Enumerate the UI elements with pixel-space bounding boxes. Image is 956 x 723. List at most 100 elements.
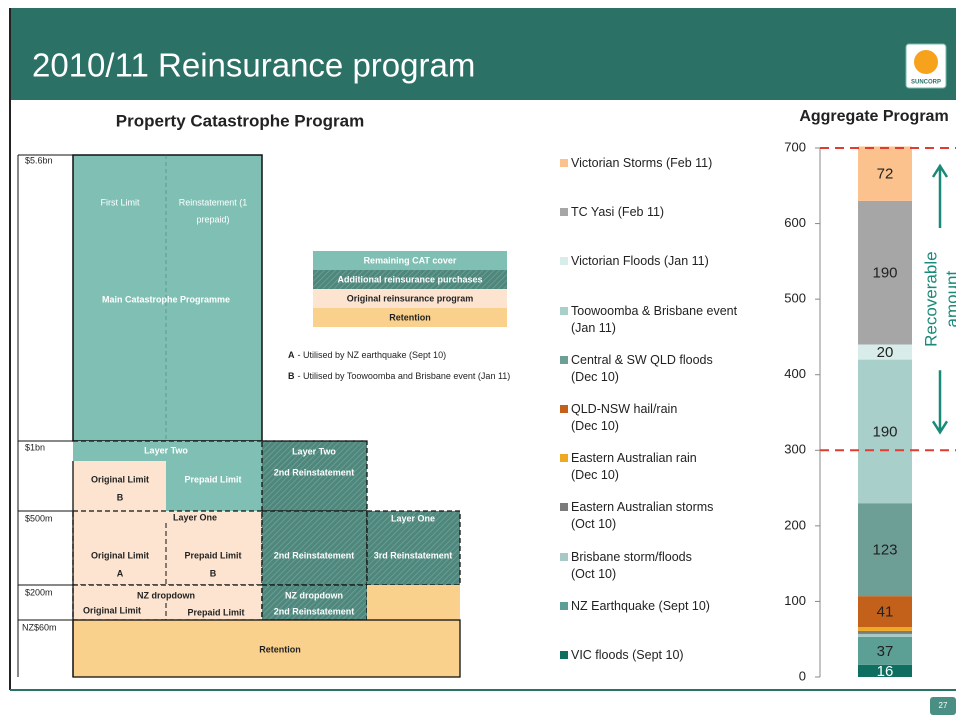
legend-label: Eastern Australian storms (Oct 10) [571,500,714,532]
diagram-label: Prepaid Limit [184,550,241,560]
legend-label: Victorian Floods (Jan 11) [571,254,709,269]
legend-swatch [560,208,568,217]
bar-segment [858,503,912,597]
note: A- Utilised by NZ earthquake (Sept 10) [288,350,446,360]
diagram-label: Layer Two [292,446,336,456]
diagram-label: Retention [389,312,431,322]
diagram-label: Main Catastrophe Programme [102,294,230,304]
diagram-label: NZ dropdown [137,590,195,600]
bar-segment [858,200,912,345]
annotation: amount [942,271,956,328]
bar-segment [858,146,912,201]
arrow [931,163,949,228]
diagram-label: Layer Two [144,445,188,455]
y-tick-label: 500 [784,291,806,306]
diagram-label: prepaid) [196,214,229,224]
legend-swatch [560,306,568,315]
value-label: 37 [877,643,894,660]
additional-cover [366,510,461,586]
key-swatch [313,270,507,289]
diagram-label: 2nd Reinstatement [274,606,355,616]
title-band [10,8,956,100]
retention-box [72,619,461,678]
legend-swatch [560,257,568,266]
legend-label: Toowoomba & Brisbane event (Jan 11) [571,303,738,335]
value-label: 123 [872,542,897,559]
retention-box [367,585,460,620]
bar-segment [858,636,912,665]
bar-segment [858,627,912,631]
diagram-label: Layer One [173,512,217,522]
slide-title: 2010/11 Reinsurance program [32,47,475,84]
value-label: 16 [877,663,894,680]
diagram-label: Remaining CAT cover [364,255,457,265]
value-label: 190 [872,265,897,282]
diagram-label: Original Limit [91,474,149,484]
diagram-label: 2nd Reinstatement [274,467,355,477]
annotation: Recoverable [921,251,940,346]
key-swatch [313,251,507,270]
value-label: 41 [877,604,894,621]
bar-segment [858,630,912,634]
y-tick-label: 600 [784,215,806,230]
chart-title: Aggregate Program [799,108,948,125]
diagram-label: Additional reinsurance purchases [337,274,482,284]
key-swatch [313,308,507,327]
diagram-label: $5.6bn [25,155,53,165]
note: B- Utilised by Toowoomba and Brisbane ev… [288,371,510,381]
diagram-label: NZ dropdown [285,590,343,600]
diagram-label: B [210,568,217,578]
additional-cover [261,510,368,586]
original-limit [73,461,166,511]
legend-label: NZ Earthquake (Sept 10) [571,598,710,613]
logo-text: SUNCORP [911,80,941,86]
diagram-label: 2nd Reinstatement [274,550,355,560]
legend-swatch [560,552,568,561]
diagram-label: First Limit [101,197,140,207]
legend-swatch [560,355,568,364]
value-label: 190 [872,423,897,440]
y-tick-label: 300 [784,442,806,457]
legend-swatch [560,601,568,610]
diagram-label: NZ$60m [22,622,57,632]
diagram-label: B [117,492,124,502]
diagram-label: Prepaid Limit [187,607,244,617]
logo-sun [914,50,938,74]
y-tick-label: 200 [784,517,806,532]
diagram-label: $200m [25,587,53,597]
diagram-label: Original Limit [91,550,149,560]
diagram-label: Original reinsurance program [347,293,474,303]
value-label: 20 [877,344,894,361]
diagram-label: Retention [259,644,301,654]
legend-label: Eastern Australian rain (Dec 10) [571,451,697,483]
legend-swatch [560,503,568,512]
bar-segment [858,344,912,360]
nz-dropdown [72,584,263,621]
value-label: 72 [877,166,894,183]
y-tick-label: 0 [799,668,806,683]
bar-segment [858,633,912,637]
note-letter: A [288,350,295,360]
diagram-label: Prepaid Limit [184,474,241,484]
diagram-title: Property Catastrophe Program [116,111,364,130]
y-tick-label: 700 [784,139,806,154]
legend-swatch [560,159,568,167]
bar-segment [858,596,912,628]
page-number-box [930,697,956,715]
legend-swatch [560,405,568,413]
arrow [931,370,949,435]
legend-swatch [560,651,568,659]
diagram-label: Original Limit [83,605,141,615]
key-swatch [313,289,507,308]
prepaid-limit [166,461,262,511]
note-letter: B [288,371,295,381]
y-tick-label: 100 [784,593,806,608]
layer-two-strip [73,441,262,461]
page-number: 27 [939,701,948,710]
legend-label: VIC floods (Sept 10) [571,648,684,662]
diagram-label: 3rd Reinstatement [374,550,453,560]
bar-segment [858,359,912,504]
bar-segment [858,664,912,677]
diagram-label: $500m [25,513,53,523]
